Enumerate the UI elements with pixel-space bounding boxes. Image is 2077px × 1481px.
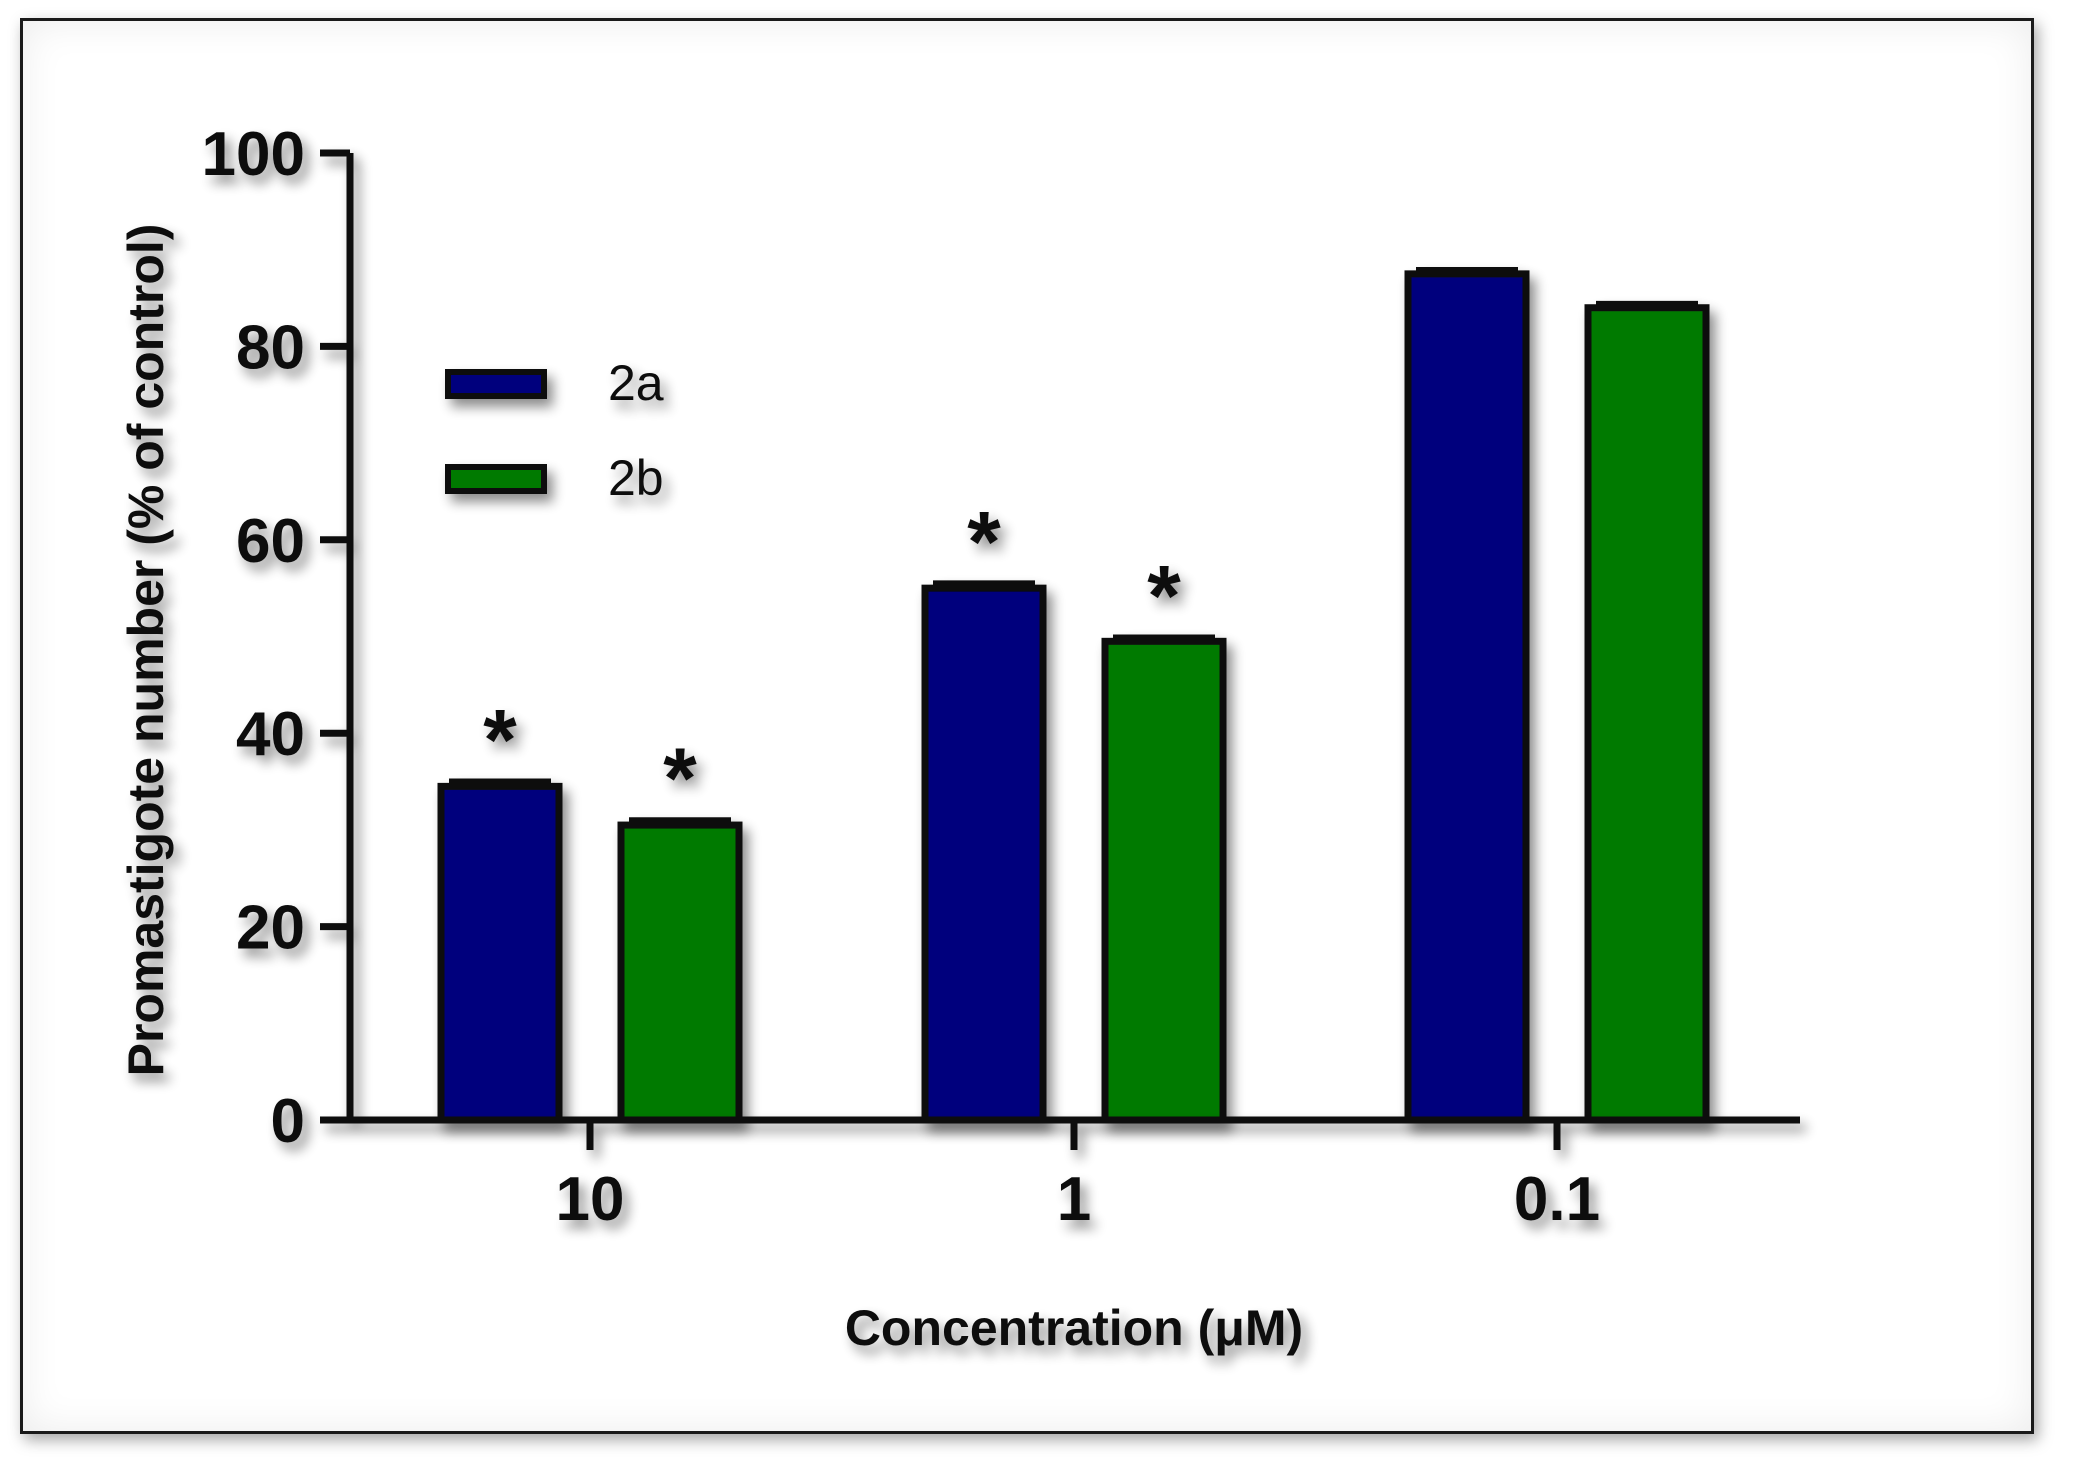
x-tick-label-0.1: 0.1	[1514, 1165, 1600, 1234]
bar-2b-1	[1101, 637, 1227, 1124]
y-tick-label-20: 20	[236, 894, 305, 963]
bar-2a-10	[437, 782, 563, 1124]
y-tick-label-100: 100	[202, 120, 305, 189]
bar-2b-10	[617, 821, 743, 1124]
y-tick-label-80: 80	[236, 313, 305, 382]
bar-2b-0.1	[1584, 304, 1710, 1124]
legend-swatch-2a	[445, 369, 547, 399]
y-tick-label-60: 60	[236, 507, 305, 576]
x-tick-label-10: 10	[556, 1165, 625, 1234]
legend-label-2b: 2b	[608, 450, 664, 506]
labels-layer: Concentration (μM) Promastigote number (…	[118, 224, 1303, 1356]
significance-mark-2a-1: *	[967, 494, 1001, 590]
significance-mark-2b-1: *	[1147, 548, 1181, 644]
significance-mark-2b-10: *	[663, 731, 697, 827]
legend-swatch-2b	[445, 464, 547, 494]
axes-layer: 0 20 40 60 80 100 10 1 0.1	[202, 120, 1800, 1234]
significance-mark-2a-10: *	[483, 693, 517, 789]
bar-2a-0.1	[1404, 270, 1530, 1124]
y-axis-title: Promastigote number (% of control)	[118, 224, 174, 1077]
x-axis-title: Concentration (μM)	[845, 1300, 1303, 1356]
y-tick-label-40: 40	[236, 700, 305, 769]
x-tick-label-1: 1	[1057, 1165, 1091, 1234]
legend-label-2a: 2a	[608, 355, 664, 411]
legend: 2a 2b	[445, 355, 664, 506]
y-tick-label-0: 0	[271, 1087, 305, 1156]
bar-2a-1	[921, 584, 1047, 1124]
